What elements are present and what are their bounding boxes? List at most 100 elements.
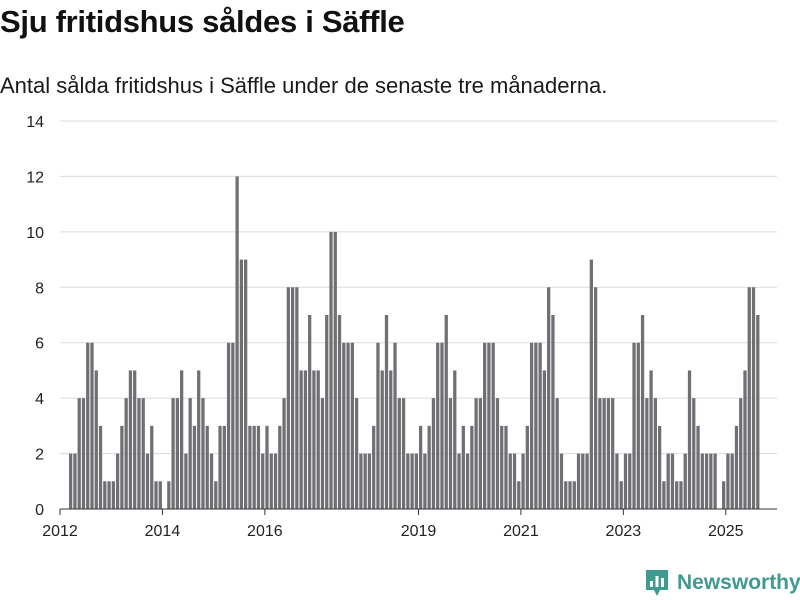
bar [406, 453, 410, 509]
bar [465, 453, 470, 509]
bar [457, 453, 461, 509]
bar [188, 398, 192, 509]
bar [611, 398, 615, 509]
bar [86, 342, 90, 509]
bar [436, 342, 440, 509]
bar [704, 453, 709, 509]
bar [649, 370, 653, 509]
bar [248, 425, 252, 509]
bar [299, 370, 303, 509]
bar [180, 370, 184, 509]
bar [244, 259, 248, 509]
bar [427, 425, 431, 509]
bar [128, 370, 133, 509]
bar [286, 287, 290, 509]
bar [115, 453, 120, 509]
bar [252, 425, 256, 509]
x-tick-label: 2019 [401, 523, 437, 540]
bar [410, 453, 414, 509]
y-tick-label: 14 [26, 114, 44, 131]
bar [133, 370, 137, 509]
bar [346, 342, 350, 509]
bar [201, 398, 205, 509]
bar [184, 453, 188, 509]
bar [734, 425, 739, 509]
bar [606, 398, 611, 509]
bar [98, 425, 103, 509]
bar [670, 453, 675, 509]
bar [419, 425, 423, 509]
bar [312, 370, 316, 509]
bar [589, 259, 593, 509]
bar [222, 425, 226, 509]
bar [564, 481, 568, 509]
bar [525, 425, 529, 509]
bar [696, 425, 700, 509]
bar [448, 398, 453, 509]
bar [461, 425, 465, 509]
bar [205, 425, 209, 509]
bar [295, 287, 299, 509]
bar [653, 398, 657, 509]
bar [256, 425, 261, 509]
bar [619, 481, 623, 509]
bar [171, 398, 175, 509]
bar [81, 398, 86, 509]
bar [141, 398, 145, 509]
bar [709, 453, 713, 509]
bar [175, 398, 179, 509]
bar [675, 481, 679, 509]
bar [743, 370, 747, 509]
bar [73, 453, 77, 509]
bar [747, 287, 751, 509]
bar [555, 398, 559, 509]
bar [359, 453, 363, 509]
bar [440, 342, 444, 509]
bar [559, 453, 564, 509]
bar [218, 425, 222, 509]
bar [150, 425, 154, 509]
bar [726, 453, 730, 509]
bar [278, 425, 282, 509]
chart-subtitle: Antal sålda fritidshus i Säffle under de… [0, 73, 608, 98]
bar [568, 481, 572, 509]
bar [261, 453, 265, 509]
bar [542, 370, 547, 509]
bar [645, 398, 649, 509]
bar [325, 315, 329, 509]
bar [640, 315, 645, 509]
bar [94, 370, 98, 509]
x-tick-label: 2021 [503, 523, 539, 540]
y-tick-label: 12 [26, 169, 44, 186]
bar [137, 398, 141, 509]
bar [538, 342, 542, 509]
newsworthy-logo-icon [646, 570, 668, 596]
y-tick-label: 4 [35, 391, 44, 408]
bar [478, 398, 483, 509]
bar [483, 342, 487, 509]
x-tick-label: 2012 [42, 523, 78, 540]
bar [214, 481, 218, 509]
bar [401, 398, 406, 509]
bar [453, 370, 457, 509]
bar [320, 398, 325, 509]
bar [615, 453, 619, 509]
bar [628, 453, 632, 509]
bar [576, 453, 581, 509]
bar [512, 453, 517, 509]
x-tick-label: 2016 [247, 523, 283, 540]
bar [593, 287, 598, 509]
bar [103, 481, 107, 509]
bar [77, 398, 81, 509]
bar [517, 481, 521, 509]
bar [235, 176, 239, 509]
bar [713, 453, 717, 509]
x-tick-label: 2023 [606, 523, 642, 540]
bar [380, 370, 384, 509]
bar [265, 425, 269, 509]
y-tick-label: 0 [35, 502, 44, 519]
bar [354, 398, 359, 509]
bar [572, 481, 576, 509]
bar [308, 315, 312, 509]
bar [342, 342, 346, 509]
